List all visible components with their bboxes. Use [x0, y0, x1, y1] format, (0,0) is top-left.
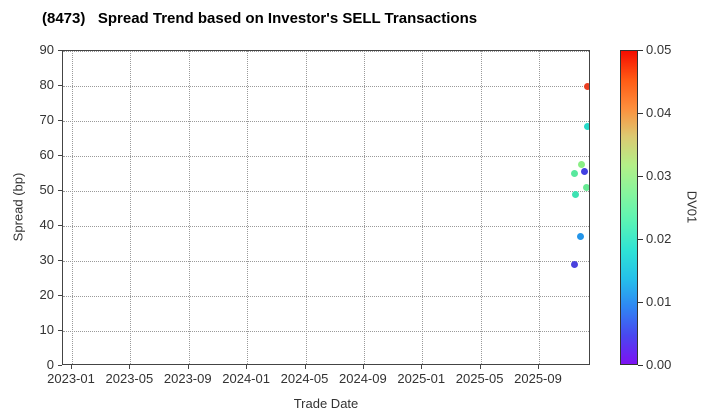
y-tick-label: 80: [39, 77, 54, 92]
y-tick-label: 40: [39, 217, 54, 232]
x-tick-label: 2025-09: [514, 371, 562, 386]
y-tick-label: 70: [39, 112, 54, 127]
colorbar-tick-mark: [638, 302, 643, 303]
y-tick-label: 90: [39, 42, 54, 57]
y-tick-mark: [58, 85, 62, 86]
x-gridline: [188, 51, 190, 364]
x-gridline: [363, 51, 365, 364]
data-point: [571, 261, 579, 268]
y-tick-mark: [58, 365, 62, 366]
y-tick-label: 30: [39, 252, 54, 267]
y-gridline: [63, 191, 589, 192]
colorbar-tick-mark: [638, 365, 643, 366]
y-tick-mark: [58, 330, 62, 331]
x-tick-mark: [362, 365, 364, 369]
colorbar: [620, 50, 638, 365]
colorbar-tick-label: 0.04: [646, 105, 672, 120]
x-gridline: [130, 51, 132, 364]
y-gridline: [63, 296, 589, 297]
x-tick-label: 2023-09: [163, 371, 212, 386]
data-point: [583, 82, 589, 90]
x-tick-mark: [129, 365, 131, 369]
x-tick-mark: [187, 365, 189, 369]
y-tick-mark: [58, 120, 62, 121]
y-gridline: [63, 331, 589, 332]
data-point: [572, 191, 580, 198]
colorbar-tick-mark: [638, 113, 643, 114]
x-tick-label: 2023-01: [47, 371, 95, 386]
x-tick-mark: [538, 365, 539, 369]
data-point: [578, 161, 586, 169]
x-gridline: [539, 51, 540, 364]
x-tick-label: 2025-01: [397, 371, 446, 386]
y-tick-mark: [58, 155, 62, 156]
x-tick-label: 2024-05: [280, 371, 329, 386]
colorbar-tick-label: 0.03: [646, 168, 672, 183]
y-tick-label: 10: [39, 322, 54, 337]
colorbar-tick-label: 0.05: [646, 42, 672, 57]
y-tick-mark: [58, 295, 62, 296]
x-gridline: [480, 51, 482, 364]
plot-area: [62, 50, 590, 365]
x-tick-mark: [479, 365, 481, 369]
x-tick-label: 2024-01: [222, 371, 270, 386]
data-point: [581, 168, 589, 176]
y-gridline: [63, 121, 589, 122]
y-tick-label: 60: [39, 147, 54, 162]
x-gridline: [422, 51, 424, 364]
y-gridline: [63, 226, 589, 227]
y-gridline: [63, 261, 589, 262]
colorbar-label: DV01: [684, 190, 700, 224]
colorbar-tick-label: 0.00: [646, 357, 672, 372]
y-gridline: [63, 86, 589, 87]
y-tick-mark: [58, 50, 62, 51]
y-tick-label: 20: [39, 287, 54, 302]
x-tick-mark: [71, 365, 72, 369]
y-tick-mark: [58, 190, 62, 191]
data-point: [571, 170, 579, 177]
x-tick-label: 2023-05: [105, 371, 154, 386]
x-tick-label: 2024-09: [339, 371, 387, 386]
data-point: [582, 184, 589, 191]
y-gridline: [63, 156, 589, 157]
colorbar-tick-label: 0.01: [646, 294, 672, 309]
y-tick-mark: [58, 225, 62, 226]
chart-title: (8473) Spread Trend based on Investor's …: [42, 10, 478, 27]
x-gridline: [72, 51, 73, 364]
x-tick-mark: [246, 365, 248, 369]
x-gridline: [305, 51, 307, 364]
x-tick-mark: [304, 365, 306, 369]
x-tick-label: 2025-05: [455, 371, 504, 386]
x-axis-label: Trade Date: [293, 396, 359, 411]
colorbar-tick-label: 0.02: [646, 231, 672, 246]
y-tick-label: 0: [46, 357, 54, 372]
x-gridline: [247, 51, 249, 364]
colorbar-tick-mark: [638, 176, 643, 177]
data-point: [583, 122, 589, 130]
y-tick-label: 50: [39, 182, 54, 197]
colorbar-tick-mark: [638, 239, 643, 240]
data-point: [577, 233, 585, 240]
y-gridline: [63, 51, 589, 52]
x-tick-mark: [421, 365, 423, 369]
colorbar-tick-mark: [638, 50, 643, 51]
y-tick-mark: [58, 260, 62, 261]
